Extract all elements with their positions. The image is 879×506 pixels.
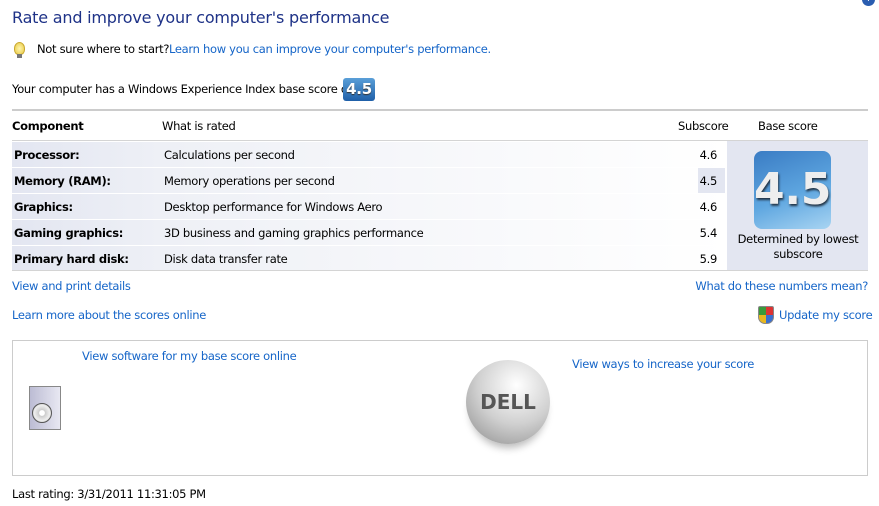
table-row-processor: Processor: Calculations per second 4.6 [12,141,727,167]
base-score-text: Your computer has a Windows Experience I… [12,82,352,96]
rated-label: Disk data transfer rate [164,252,288,266]
lowest-subscore-highlight [698,168,725,193]
base-score-cell: 4.5 Determined by lowest subscore [727,141,868,271]
dell-logo: DELL [466,360,550,444]
page-title: Rate and improve your computer's perform… [12,8,390,27]
what-numbers-mean-link[interactable]: What do these numbers mean? [695,279,868,293]
subscore-value: 4.6 [699,200,718,214]
header-component: Component [12,119,84,133]
update-score-link[interactable]: Update my score [779,308,873,322]
subscore-value: 4.6 [699,148,718,162]
last-rating: Last rating: 3/31/2011 11:31:05 PM [12,487,206,501]
shield-icon [758,306,774,324]
table-top-border [12,140,868,141]
header-subscore: Subscore [678,119,729,133]
subscore-value: 5.4 [699,226,718,240]
learn-more-scores-link[interactable]: Learn more about the scores online [12,308,207,322]
base-score-badge: 4.5 [343,78,375,101]
component-label: Graphics: [14,200,73,214]
lightbulb-base [17,54,22,58]
component-label: Processor: [14,148,80,162]
base-score-caption: Determined by lowest subscore [737,232,859,261]
component-label: Primary hard disk: [14,252,129,266]
rated-label: Desktop performance for Windows Aero [164,200,383,214]
component-label: Gaming graphics: [14,226,124,240]
divider [12,109,868,111]
table-row-hard-disk: Primary hard disk: Disk data transfer ra… [12,245,727,271]
rated-label: Calculations per second [164,148,295,162]
table-row-memory: Memory (RAM): Memory operations per seco… [12,167,727,193]
software-box-icon [29,386,61,430]
improve-performance-link[interactable]: Learn how you can improve your computer'… [169,42,491,56]
help-icon[interactable]: ? [862,0,875,6]
base-score-large-badge: 4.5 [754,151,831,229]
table-bottom-border [12,270,868,271]
subscore-value: 5.9 [699,252,718,266]
increase-score-link[interactable]: View ways to increase your score [572,357,754,371]
tip-text: Not sure where to start? [37,42,170,56]
header-what-is-rated: What is rated [162,119,236,133]
component-label: Memory (RAM): [14,174,111,188]
table-row-graphics: Graphics: Desktop performance for Window… [12,193,727,219]
view-print-details-link[interactable]: View and print details [12,279,131,293]
table-row-gaming-graphics: Gaming graphics: 3D business and gaming … [12,219,727,245]
header-base-score: Base score [758,119,818,133]
subscore-value: 4.5 [699,174,718,188]
rated-label: 3D business and gaming graphics performa… [164,226,424,240]
rated-label: Memory operations per second [164,174,335,188]
oem-panel: View software for my base score online D… [12,340,868,476]
view-software-link[interactable]: View software for my base score online [82,349,297,363]
